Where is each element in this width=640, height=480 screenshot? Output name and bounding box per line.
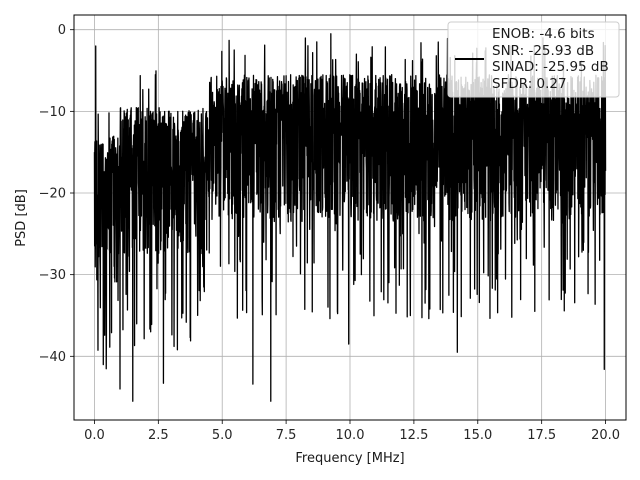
legend-sfdr: SFDR: 0.27: [492, 76, 567, 92]
y-tick-label: 0: [58, 23, 66, 38]
y-tick-label: −20: [39, 187, 66, 202]
x-tick-label: 7.5: [276, 428, 297, 443]
x-tick-label: 17.5: [527, 428, 556, 443]
x-tick-label: 12.5: [399, 428, 428, 443]
legend-box: [447, 21, 620, 98]
x-ticks: 0.0 2.5 5.0 7.5 10.0 12.5 15.0 17.5 20.0: [84, 420, 620, 443]
x-tick-label: 20.0: [591, 428, 620, 443]
y-axis-label: PSD [dB]: [14, 189, 29, 247]
x-axis-label: Frequency [MHz]: [295, 451, 404, 466]
legend-snr: SNR: -25.93 dB: [492, 43, 594, 59]
y-ticks: 0 −10 −20 −30 −40: [39, 23, 74, 365]
legend-enob: ENOB: -4.6 bits: [492, 26, 595, 42]
psd-trace: [93, 33, 607, 402]
legend-sinad: SINAD: -25.95 dB: [492, 59, 609, 75]
x-tick-label: 5.0: [212, 428, 233, 443]
x-tick-label: 15.0: [463, 428, 492, 443]
y-tick-label: −30: [39, 268, 66, 283]
psd-trace-group: [93, 33, 607, 402]
legend: ENOB: -4.6 bits SNR: -25.93 dB SINAD: -2…: [447, 21, 620, 98]
y-tick-label: −10: [39, 105, 66, 120]
x-tick-label: 2.5: [148, 428, 169, 443]
y-tick-label: −40: [39, 350, 66, 365]
x-tick-label: 0.0: [84, 428, 105, 443]
x-tick-label: 10.0: [336, 428, 365, 443]
